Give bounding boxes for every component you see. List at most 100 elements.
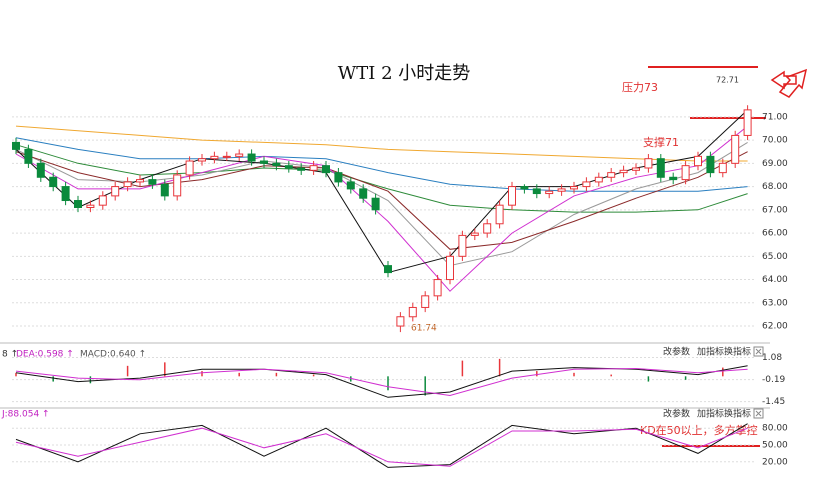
candle-body <box>582 181 591 188</box>
candle-body <box>433 279 442 297</box>
indicator-label: DEA:0.598 ↑ <box>16 350 74 360</box>
candle-body <box>111 186 120 197</box>
candle-body <box>247 153 256 162</box>
candle-body <box>198 158 206 162</box>
button[interactable]: 换指标 <box>724 408 751 420</box>
candle-body <box>98 195 107 206</box>
candle-body <box>607 172 616 178</box>
candle-body <box>408 306 417 318</box>
candle-body <box>36 162 45 178</box>
y-tick-label: -1.45 <box>762 397 785 407</box>
candle-body <box>12 141 20 150</box>
series-line <box>15 125 748 162</box>
candle-body <box>346 181 355 190</box>
candle-body <box>495 204 504 225</box>
indicator-label: 8 ↑ <box>2 350 18 360</box>
candle-body <box>284 165 293 169</box>
candle-body <box>545 190 554 195</box>
candle-body <box>532 188 541 195</box>
y-tick-label: 80.00 <box>762 424 788 434</box>
series-line <box>15 151 748 250</box>
candle-body <box>458 234 467 257</box>
candle-body <box>731 134 740 164</box>
button[interactable]: 改参数 <box>663 346 690 358</box>
price-label: 61.74 <box>411 324 437 334</box>
chart-title: WTI 2 小时走势 <box>338 63 471 84</box>
candle-body <box>210 155 219 160</box>
arrow-icon <box>778 68 808 98</box>
candle-body <box>24 148 33 164</box>
candle-body <box>557 188 566 192</box>
close-button[interactable] <box>753 408 764 419</box>
y-tick-label: 1.08 <box>762 353 782 363</box>
candle-body <box>297 167 306 171</box>
candle-body <box>136 179 144 183</box>
candle-body <box>123 181 132 188</box>
candle-body <box>334 172 343 183</box>
button[interactable]: 改参数 <box>663 408 690 420</box>
button[interactable]: 换指标 <box>724 346 751 358</box>
candle-body <box>421 295 430 308</box>
price-label: 72.71 <box>716 76 739 85</box>
y-tick-label: 70.00 <box>762 136 788 146</box>
y-tick-label: 65.00 <box>762 252 788 262</box>
candle-body <box>632 167 640 171</box>
button[interactable]: 加指标 <box>697 346 724 358</box>
y-tick-label: 20.00 <box>762 457 788 467</box>
series-line <box>15 367 748 397</box>
indicator-label: MACD:0.640 ↑ <box>80 350 146 360</box>
candle-body <box>173 174 182 197</box>
annotation: KD在50以上，多方掌控 <box>640 423 758 437</box>
candle-body <box>160 183 169 197</box>
candle-body <box>706 155 715 174</box>
candle-body <box>570 186 578 190</box>
candle-body <box>594 176 603 183</box>
series-line <box>15 365 748 398</box>
indicator-label: J:88.054 ↑ <box>1 410 50 420</box>
button[interactable]: 加指标 <box>697 408 724 420</box>
candle-body <box>371 197 380 211</box>
candle-body <box>260 160 268 164</box>
series-line <box>15 125 748 292</box>
candle-body <box>508 186 516 206</box>
candle-body <box>148 179 157 185</box>
candle-body <box>222 155 231 158</box>
candle-body <box>322 165 330 174</box>
series-line <box>15 427 748 467</box>
candle-body <box>359 188 368 199</box>
candle-body <box>309 165 318 171</box>
y-tick-label: 71.00 <box>762 112 788 122</box>
candle-body <box>49 176 58 188</box>
y-tick-label: 69.00 <box>762 159 788 169</box>
y-tick-label: 62.00 <box>762 322 788 332</box>
y-tick-label: 64.00 <box>762 275 788 285</box>
y-tick-label: 68.00 <box>762 182 788 192</box>
candle-body <box>520 186 529 190</box>
candle-body <box>86 204 95 209</box>
candle-body <box>681 165 690 181</box>
candle-body <box>384 265 392 274</box>
series-line <box>15 137 748 192</box>
candle-body <box>61 186 70 202</box>
candle-body <box>74 200 82 209</box>
candle-body <box>644 158 653 169</box>
candle-body <box>272 162 281 167</box>
candle-body <box>446 255 454 281</box>
annotation: 支撑71 <box>643 135 679 149</box>
candle-body <box>396 316 405 327</box>
y-tick-label: 66.00 <box>762 229 788 239</box>
candle-body <box>483 223 492 234</box>
candle-body <box>235 153 244 157</box>
candle-body <box>743 109 752 136</box>
y-tick-label: 50.00 <box>762 441 788 451</box>
close-button[interactable] <box>753 346 764 357</box>
candle-body <box>718 162 727 174</box>
candle-body <box>185 160 194 176</box>
y-tick-label: -0.19 <box>762 375 786 385</box>
y-tick-label: 67.00 <box>762 205 788 215</box>
candle-body <box>669 176 678 181</box>
y-tick-label: 63.00 <box>762 298 788 308</box>
candle-body <box>656 158 665 178</box>
